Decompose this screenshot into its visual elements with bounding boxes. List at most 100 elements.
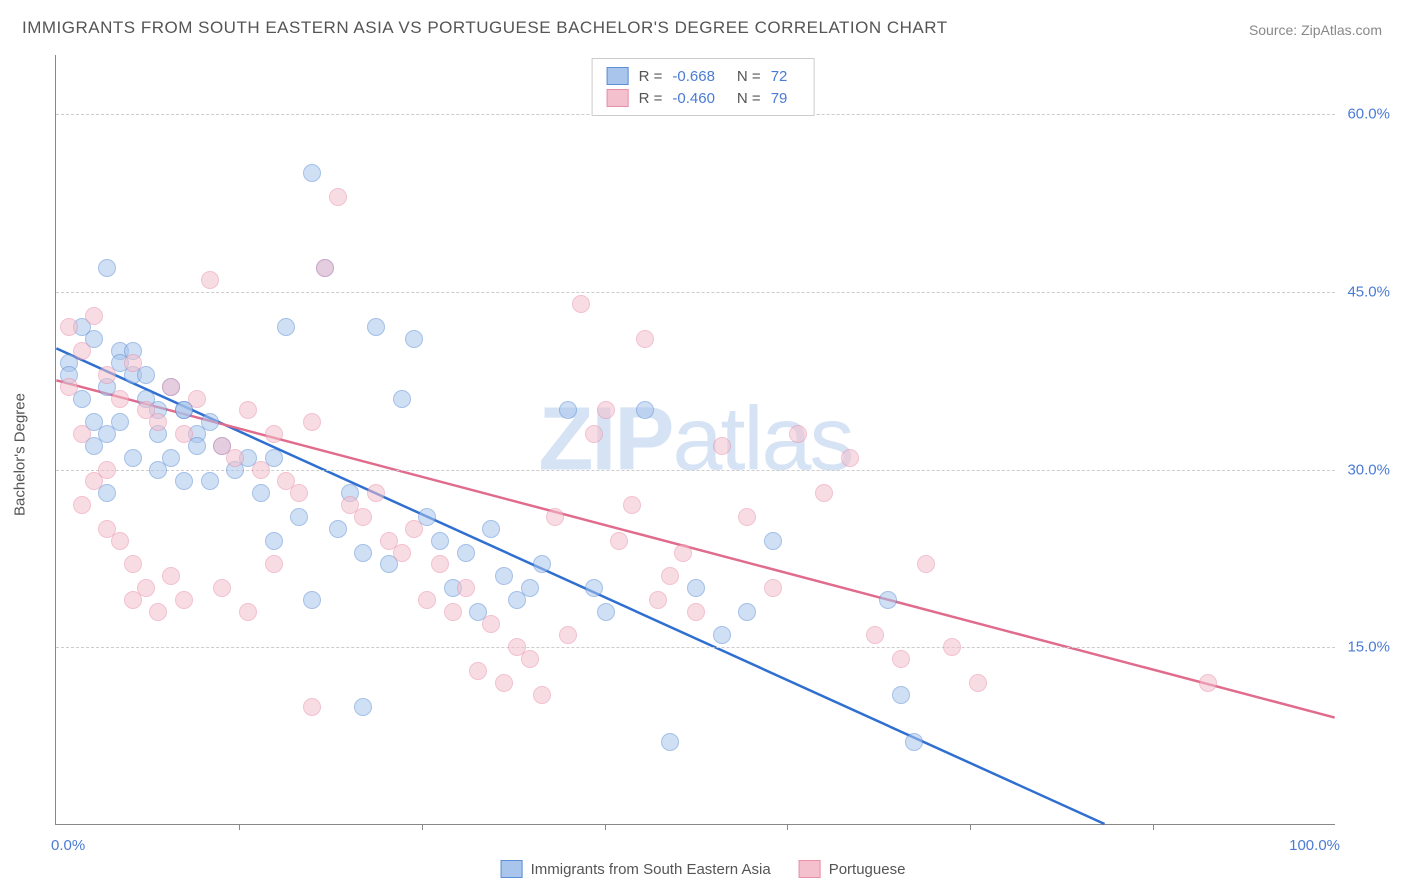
gridline	[56, 470, 1335, 471]
stat-n-value: 72	[771, 68, 788, 85]
scatter-point	[252, 461, 270, 479]
scatter-point	[559, 626, 577, 644]
scatter-point	[444, 603, 462, 621]
scatter-point	[674, 544, 692, 562]
scatter-point	[226, 449, 244, 467]
scatter-point	[393, 390, 411, 408]
scatter-point	[303, 413, 321, 431]
y-tick-label: 30.0%	[1347, 461, 1390, 478]
scatter-point	[354, 508, 372, 526]
scatter-point	[149, 603, 167, 621]
scatter-point	[124, 555, 142, 573]
scatter-point	[892, 650, 910, 668]
chart-title: IMMIGRANTS FROM SOUTH EASTERN ASIA VS PO…	[22, 18, 948, 38]
scatter-point	[316, 259, 334, 277]
legend-series-label: Immigrants from South Eastern Asia	[531, 861, 771, 878]
y-tick-label: 15.0%	[1347, 639, 1390, 656]
scatter-point	[73, 496, 91, 514]
scatter-point	[303, 698, 321, 716]
scatter-point	[175, 591, 193, 609]
scatter-point	[149, 413, 167, 431]
scatter-point	[60, 318, 78, 336]
y-tick-label: 45.0%	[1347, 283, 1390, 300]
scatter-point	[265, 555, 283, 573]
scatter-point	[559, 401, 577, 419]
scatter-point	[495, 674, 513, 692]
scatter-point	[521, 579, 539, 597]
scatter-point	[687, 603, 705, 621]
scatter-point	[393, 544, 411, 562]
scatter-point	[649, 591, 667, 609]
x-tick-mark	[1153, 824, 1154, 830]
legend-stat-row: R =-0.460N =79	[607, 87, 800, 109]
correlation-legend: R =-0.668N =72R =-0.460N =79	[592, 58, 815, 116]
y-tick-label: 60.0%	[1347, 106, 1390, 123]
scatter-point	[969, 674, 987, 692]
scatter-point	[329, 188, 347, 206]
scatter-point	[457, 544, 475, 562]
scatter-point	[892, 686, 910, 704]
scatter-point	[73, 425, 91, 443]
scatter-point	[610, 532, 628, 550]
scatter-point	[265, 532, 283, 550]
scatter-point	[482, 615, 500, 633]
scatter-point	[572, 295, 590, 313]
legend-series-item: Portuguese	[799, 860, 906, 878]
scatter-point	[841, 449, 859, 467]
scatter-point	[636, 330, 654, 348]
y-axis-label: Bachelor's Degree	[12, 393, 29, 516]
scatter-point	[597, 401, 615, 419]
scatter-point	[162, 567, 180, 585]
scatter-point	[201, 271, 219, 289]
scatter-point	[188, 390, 206, 408]
scatter-point	[124, 591, 142, 609]
scatter-point	[239, 401, 257, 419]
scatter-point	[265, 425, 283, 443]
scatter-point	[201, 472, 219, 490]
regression-line	[56, 380, 1334, 717]
scatter-point	[367, 318, 385, 336]
scatter-point	[73, 342, 91, 360]
scatter-point	[661, 733, 679, 751]
scatter-point	[866, 626, 884, 644]
gridline	[56, 292, 1335, 293]
scatter-point	[1199, 674, 1217, 692]
scatter-point	[354, 544, 372, 562]
scatter-point	[738, 508, 756, 526]
source-attribution: Source: ZipAtlas.com	[1249, 22, 1382, 38]
legend-swatch	[607, 89, 629, 107]
scatter-point	[405, 520, 423, 538]
gridline	[56, 647, 1335, 648]
scatter-point	[905, 733, 923, 751]
x-axis-max-label: 100.0%	[1289, 837, 1340, 854]
scatter-point	[303, 591, 321, 609]
scatter-point	[98, 366, 116, 384]
scatter-point	[764, 532, 782, 550]
scatter-point	[597, 603, 615, 621]
scatter-point	[585, 425, 603, 443]
scatter-point	[585, 579, 603, 597]
scatter-point	[533, 686, 551, 704]
scatter-point	[111, 532, 129, 550]
scatter-point	[738, 603, 756, 621]
plot-area: ZIPatlas 0.0% 100.0% 15.0%30.0%45.0%60.0…	[55, 55, 1335, 825]
legend-series-label: Portuguese	[829, 861, 906, 878]
scatter-point	[111, 390, 129, 408]
scatter-point	[815, 484, 833, 502]
scatter-point	[879, 591, 897, 609]
scatter-point	[367, 484, 385, 502]
scatter-point	[175, 425, 193, 443]
scatter-point	[162, 449, 180, 467]
x-tick-mark	[422, 824, 423, 830]
scatter-point	[162, 378, 180, 396]
scatter-point	[789, 425, 807, 443]
x-tick-mark	[605, 824, 606, 830]
scatter-point	[290, 484, 308, 502]
stat-n-label: N =	[737, 68, 761, 85]
scatter-point	[124, 354, 142, 372]
scatter-point	[533, 555, 551, 573]
stat-r-label: R =	[639, 68, 663, 85]
scatter-point	[457, 579, 475, 597]
scatter-point	[405, 330, 423, 348]
x-tick-mark	[970, 824, 971, 830]
